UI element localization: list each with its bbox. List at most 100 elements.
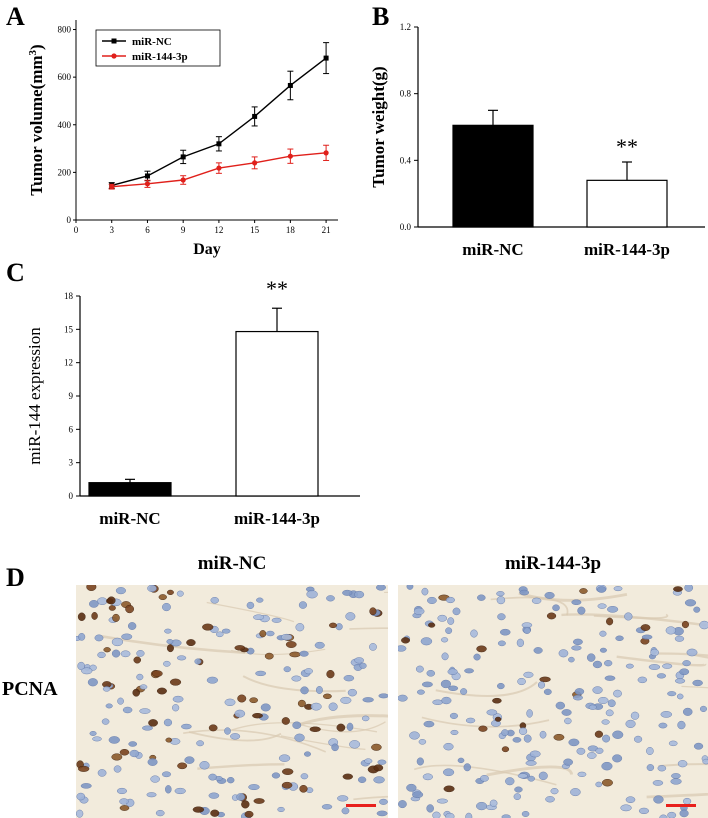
pcna-positive-nucleus: [177, 762, 188, 770]
pcna-negative-nucleus: [369, 643, 377, 651]
pcna-negative-nucleus: [413, 607, 425, 615]
pcna-negative-nucleus: [679, 809, 689, 818]
pcna-negative-nucleus: [501, 729, 509, 737]
pcna-negative-nucleus: [359, 662, 367, 669]
pcna-negative-nucleus: [409, 731, 420, 740]
pcna-negative-nucleus: [531, 597, 542, 604]
pcna-negative-nucleus: [341, 807, 350, 815]
data-point: [323, 55, 329, 61]
y-tick-label: 0.4: [400, 155, 412, 165]
pcna-negative-nucleus: [470, 629, 478, 638]
y-tick-label: 3: [69, 458, 74, 468]
pcna-negative-nucleus: [196, 740, 204, 747]
pcna-positive-nucleus: [539, 676, 551, 683]
pcna-negative-nucleus: [111, 649, 121, 658]
pcna-negative-nucleus: [271, 617, 282, 623]
pcna-negative-nucleus: [165, 785, 172, 794]
pcna-positive-nucleus: [501, 746, 510, 753]
pcna-negative-nucleus: [194, 658, 202, 665]
pcna-positive-nucleus: [166, 589, 174, 596]
pcna-negative-nucleus: [450, 729, 459, 735]
pcna-negative-nucleus: [682, 707, 693, 716]
pcna-negative-nucleus: [294, 733, 305, 742]
category-label: miR-NC: [462, 240, 523, 259]
pcna-positive-nucleus: [342, 773, 353, 780]
data-point: [252, 160, 258, 166]
pcna-negative-nucleus: [326, 595, 335, 602]
pcna-negative-nucleus: [139, 708, 151, 714]
pcna-negative-nucleus: [303, 751, 311, 757]
pcna-negative-nucleus: [142, 725, 153, 731]
pcna-negative-nucleus: [345, 612, 356, 621]
pcna-negative-nucleus: [398, 645, 407, 652]
pcna-negative-nucleus: [473, 653, 481, 661]
pcna-negative-nucleus: [577, 771, 587, 777]
pcna-positive-nucleus: [579, 588, 588, 594]
pcna-positive-nucleus: [673, 586, 683, 592]
pcna-negative-nucleus: [174, 787, 186, 795]
y-tick-label: 0: [67, 215, 72, 225]
pcna-negative-nucleus: [477, 594, 486, 601]
pcna-positive-nucleus: [132, 688, 141, 697]
pcna-negative-nucleus: [543, 688, 552, 695]
y-tick-label: 200: [58, 167, 72, 177]
legend-label: miR-NC: [132, 36, 172, 48]
pcna-negative-nucleus: [146, 792, 157, 798]
pcna-negative-nucleus: [354, 657, 365, 664]
pcna-negative-nucleus: [552, 604, 560, 612]
pcna-negative-nucleus: [442, 768, 455, 777]
chart-b: 0.0 0.4 0.8 1.2 miR-NC miR-144-3p ** Tumor weig…: [369, 22, 705, 259]
pcna-negative-nucleus: [572, 694, 583, 701]
pcna-negative-nucleus: [677, 720, 686, 730]
pcna-negative-nucleus: [415, 665, 424, 673]
pcna-negative-nucleus: [612, 730, 624, 739]
data-point: [109, 184, 115, 190]
pcna-negative-nucleus: [373, 776, 385, 784]
pcna-negative-nucleus: [537, 681, 546, 689]
pcna-negative-nucleus: [702, 758, 708, 765]
pcna-negative-nucleus: [361, 715, 370, 722]
pcna-negative-nucleus: [300, 773, 309, 780]
pcna-positive-nucleus: [158, 594, 167, 601]
pcna-negative-nucleus: [602, 734, 611, 743]
stroma-fiber: [231, 722, 378, 733]
pcna-negative-nucleus: [321, 804, 333, 810]
category-label: miR-144-3p: [234, 509, 320, 528]
pcna-negative-nucleus: [328, 702, 338, 711]
pcna-negative-nucleus: [561, 709, 572, 716]
pcna-negative-nucleus: [544, 591, 555, 599]
pcna-positive-nucleus: [594, 730, 604, 738]
pcna-negative-nucleus: [447, 668, 458, 675]
pcna-positive-nucleus: [77, 612, 86, 621]
data-point: [216, 141, 222, 147]
pcna-positive-nucleus: [297, 699, 306, 708]
pcna-negative-nucleus: [234, 709, 246, 718]
pcna-positive-nucleus: [151, 670, 163, 677]
pcna-negative-nucleus: [667, 811, 677, 818]
pcna-negative-nucleus: [646, 746, 654, 755]
pcna-negative-nucleus: [465, 717, 476, 724]
pcna-negative-nucleus: [497, 613, 506, 621]
data-point: [252, 113, 258, 119]
stroma-fiber: [681, 685, 708, 689]
pcna-negative-nucleus: [398, 800, 407, 809]
pcna-negative-nucleus: [650, 648, 659, 657]
pcna-negative-nucleus: [452, 607, 461, 616]
pcna-negative-nucleus: [523, 627, 531, 634]
pcna-negative-nucleus: [102, 686, 111, 692]
data-point: [180, 154, 186, 160]
x-tick-label: 0: [74, 225, 79, 235]
pcna-positive-nucleus: [369, 607, 377, 616]
pcna-positive-nucleus: [237, 694, 247, 703]
pcna-negative-nucleus: [176, 655, 187, 661]
pcna-negative-nucleus: [362, 697, 374, 703]
pcna-positive-nucleus: [329, 622, 338, 629]
pcna-negative-nucleus: [291, 675, 302, 682]
pcna-negative-nucleus: [545, 796, 555, 803]
pcna-negative-nucleus: [677, 760, 688, 768]
pcna-negative-nucleus: [342, 589, 353, 596]
x-tick-label: 12: [214, 225, 223, 235]
y-axis-label: miR-144 expression: [25, 327, 44, 465]
stroma-fiber: [658, 763, 708, 768]
pcna-negative-nucleus: [692, 679, 703, 687]
